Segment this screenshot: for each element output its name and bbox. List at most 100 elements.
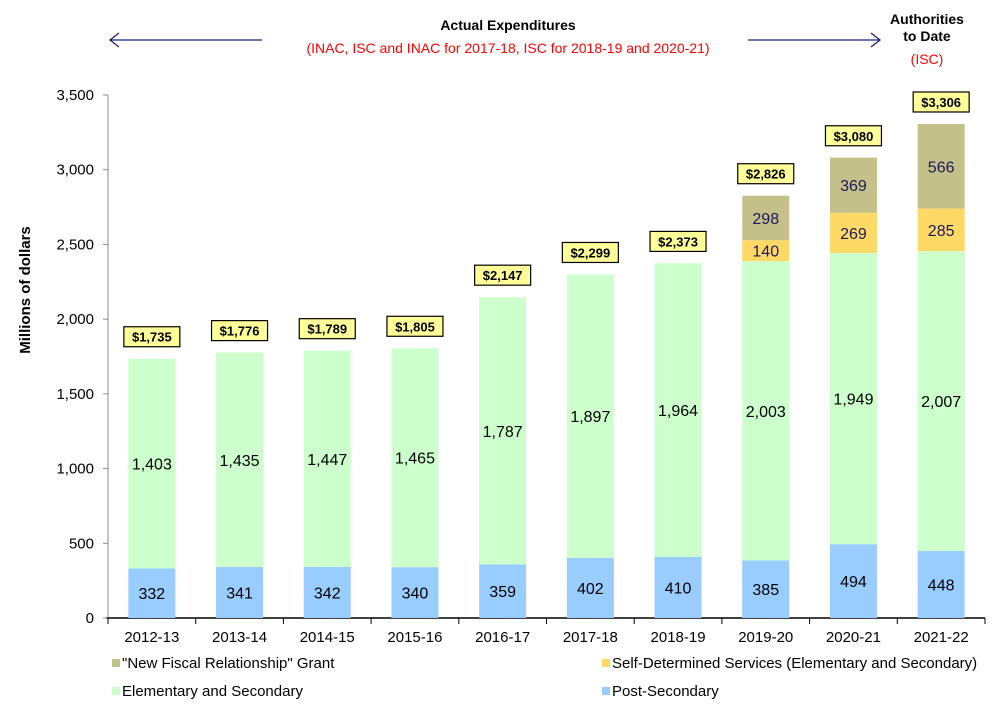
total-label-box bbox=[298, 318, 356, 340]
x-tick-label: 2019-20 bbox=[738, 629, 793, 646]
data-label: 332 bbox=[138, 586, 165, 603]
bar-segment bbox=[479, 564, 527, 618]
bar-segment bbox=[391, 348, 439, 568]
bar-segment bbox=[917, 208, 965, 252]
bar-segment bbox=[566, 274, 614, 558]
legend-item: "New Fiscal Relationship" Grant bbox=[112, 655, 335, 672]
data-label: 1,964 bbox=[658, 403, 698, 420]
bar-segment bbox=[917, 251, 965, 552]
total-label-box bbox=[561, 241, 619, 264]
y-tick-label: 2,000 bbox=[56, 311, 94, 328]
total-label-box bbox=[824, 125, 883, 147]
data-label: 1,465 bbox=[395, 451, 435, 468]
total-label: $1,776 bbox=[220, 324, 260, 339]
y-tick-label: 500 bbox=[69, 535, 94, 552]
authorities-subtitle: (ISC) bbox=[911, 51, 944, 67]
bar-stack: 342 1,447 $1,789 bbox=[298, 318, 356, 618]
bar-stack: 494 1,949 269 369 $3,080 bbox=[824, 125, 883, 618]
x-tick-label: 2015-16 bbox=[387, 629, 442, 646]
data-label: 269 bbox=[840, 226, 867, 243]
bar-segment bbox=[829, 212, 877, 253]
bar-segment bbox=[479, 297, 527, 565]
bar-stack: 410 1,964 $2,373 bbox=[649, 230, 707, 618]
total-label: $3,080 bbox=[834, 129, 874, 144]
legend-swatch bbox=[112, 659, 120, 667]
data-label: 2,003 bbox=[746, 404, 786, 421]
total-label: $2,147 bbox=[483, 268, 523, 283]
x-tick-label: 2018-19 bbox=[651, 629, 706, 646]
total-label-box bbox=[912, 91, 970, 113]
x-tick-label: 2017-18 bbox=[563, 629, 618, 646]
total-label: $3,306 bbox=[921, 95, 961, 110]
total-label-box bbox=[123, 326, 181, 348]
bar-segment bbox=[829, 544, 877, 618]
bar-segment bbox=[654, 263, 702, 557]
data-label: 448 bbox=[928, 578, 955, 595]
x-tick-label: 2012-13 bbox=[124, 629, 179, 646]
bar-segment bbox=[128, 358, 176, 569]
data-label: 285 bbox=[928, 223, 955, 240]
bar-segment bbox=[654, 556, 702, 618]
total-label: $2,299 bbox=[570, 245, 610, 260]
total-label-box bbox=[474, 264, 532, 286]
x-tick-label: 2014-15 bbox=[300, 629, 355, 646]
bars: 332 1,403 $1,735 341 1,435 $1,776 342 1,447 $1,7… bbox=[123, 91, 970, 618]
right-arrow-icon bbox=[748, 32, 882, 48]
bar-segment bbox=[742, 195, 790, 241]
data-label: 410 bbox=[665, 580, 692, 597]
authorities-title-line2: to Date bbox=[903, 28, 951, 44]
bar-stack: 332 1,403 $1,735 bbox=[123, 326, 181, 618]
bar-stack: 340 1,465 $1,805 bbox=[386, 315, 444, 618]
total-label-box bbox=[737, 163, 795, 185]
total-label: $2,826 bbox=[746, 167, 786, 182]
legend: "New Fiscal Relationship" Grant Self-Dete… bbox=[112, 655, 977, 700]
total-label: $1,805 bbox=[395, 319, 435, 334]
data-label: 340 bbox=[402, 586, 429, 603]
legend-label: Post-Secondary bbox=[612, 683, 719, 700]
bar-segment bbox=[829, 252, 877, 545]
data-label: 2,007 bbox=[921, 394, 961, 411]
legend-label: "New Fiscal Relationship" Grant bbox=[122, 655, 335, 672]
data-label: 341 bbox=[226, 586, 253, 603]
bar-stack: 341 1,435 $1,776 bbox=[210, 320, 269, 618]
data-label: 1,403 bbox=[132, 457, 172, 474]
data-label: 298 bbox=[752, 211, 779, 228]
data-label: 1,435 bbox=[220, 453, 260, 470]
bar-stack: 448 2,007 285 566 $3,306 bbox=[912, 91, 970, 618]
total-label: $2,373 bbox=[658, 234, 698, 249]
legend-item: Self-Determined Services (Elementary and… bbox=[602, 655, 977, 672]
y-axis-label: Millions of dollars bbox=[17, 226, 34, 354]
bar-segment bbox=[742, 240, 790, 262]
legend-label: Elementary and Secondary bbox=[122, 683, 303, 700]
bar-stack: 402 1,897 $2,299 bbox=[561, 241, 619, 618]
total-label-box bbox=[386, 315, 444, 337]
data-label: 1,949 bbox=[833, 392, 873, 409]
legend-swatch bbox=[602, 687, 610, 695]
axes: 0 500 1,000 1,500 2,000 2,500 3,000 3,500 2012-1… bbox=[56, 87, 986, 646]
x-tick-label: 2013-14 bbox=[212, 629, 267, 646]
x-tick-label: 2016-17 bbox=[475, 629, 530, 646]
bar-segment bbox=[303, 566, 351, 618]
header-annotations: Actual Expenditures (INAC, ISC and INAC … bbox=[108, 11, 964, 67]
data-label: 1,897 bbox=[570, 409, 610, 426]
y-tick-label: 2,500 bbox=[56, 236, 94, 253]
bar-segment bbox=[742, 261, 790, 561]
data-label: 385 bbox=[752, 582, 779, 599]
bar-segment bbox=[566, 557, 614, 618]
total-label-box bbox=[210, 320, 269, 342]
legend-item: Elementary and Secondary bbox=[112, 683, 303, 700]
actual-expenditures-subtitle: (INAC, ISC and INAC for 2017-18, ISC for… bbox=[306, 40, 709, 56]
bar-segment bbox=[303, 350, 351, 567]
bar-segment bbox=[829, 157, 877, 213]
data-label: 566 bbox=[928, 159, 955, 176]
legend-item: Post-Secondary bbox=[602, 683, 719, 700]
total-label-box bbox=[649, 230, 707, 253]
bar-stack: 385 2,003 140 298 $2,826 bbox=[737, 163, 795, 618]
bar-segment bbox=[216, 352, 264, 568]
data-label: 140 bbox=[752, 244, 779, 261]
legend-swatch bbox=[112, 687, 120, 695]
bar-segment bbox=[917, 123, 965, 209]
x-tick-label: 2021-22 bbox=[914, 629, 969, 646]
bar-segment bbox=[391, 567, 439, 618]
